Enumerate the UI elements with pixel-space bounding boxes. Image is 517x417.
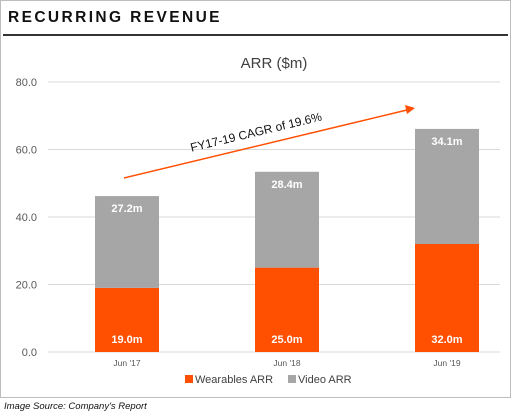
- y-tick-label: 60.0: [16, 145, 37, 157]
- video-bar: [255, 171, 319, 268]
- cagr-annotation: FY17-19 CAGR of 19.6%: [123, 105, 415, 179]
- wearables-bar: [255, 267, 319, 352]
- video-bar: [95, 196, 159, 288]
- cagr-arrow-line: [123, 109, 408, 179]
- y-axis-ticks: 0.0 20.0 40.0 60.0 80.0: [16, 77, 37, 359]
- video-legend-swatch: [288, 375, 296, 383]
- x-axis-ticks: Jun '17 Jun '18 Jun '19: [113, 358, 460, 368]
- x-tick-label: Jun '18: [273, 358, 300, 368]
- wearables-data-label: 19.0m: [111, 334, 142, 346]
- video-legend-label: Video ARR: [298, 374, 352, 386]
- y-tick-label: 20.0: [16, 280, 37, 292]
- video-data-label: 27.2m: [111, 203, 142, 215]
- wearables-data-label: 25.0m: [271, 334, 302, 346]
- wearables-legend-swatch: [185, 375, 193, 383]
- bars: 19.0m 27.2m 25.0m 28.4m 32.0m 34.1m: [95, 128, 479, 352]
- image-source-caption: Image Source: Company's Report: [4, 401, 147, 412]
- cagr-annotation-label: FY17-19 CAGR of 19.6%: [189, 110, 324, 155]
- wearables-bar: [415, 244, 479, 352]
- video-data-label: 28.4m: [271, 179, 302, 191]
- video-data-label: 34.1m: [431, 136, 462, 148]
- video-bar: [415, 128, 479, 244]
- y-tick-label: 80.0: [16, 77, 37, 89]
- chart-title: ARR ($m): [241, 55, 308, 72]
- cagr-arrowhead-icon: [405, 105, 415, 114]
- wearables-data-label: 32.0m: [431, 334, 462, 346]
- legend: Wearables ARR Video ARR: [185, 374, 352, 386]
- heading-rule: [3, 34, 508, 36]
- wearables-legend-label: Wearables ARR: [195, 374, 273, 386]
- arr-stacked-bar-chart: ARR ($m) 0.0 20.0 40.0 60.0 80.0 19.0m 27.2m 2…: [16, 55, 500, 386]
- y-tick-label: 0.0: [22, 347, 37, 359]
- wearables-bar: [95, 287, 159, 352]
- section-heading: RECURRING REVENUE: [8, 9, 222, 26]
- y-tick-label: 40.0: [16, 212, 37, 224]
- x-tick-label: Jun '17: [113, 358, 140, 368]
- x-tick-label: Jun '19: [433, 358, 460, 368]
